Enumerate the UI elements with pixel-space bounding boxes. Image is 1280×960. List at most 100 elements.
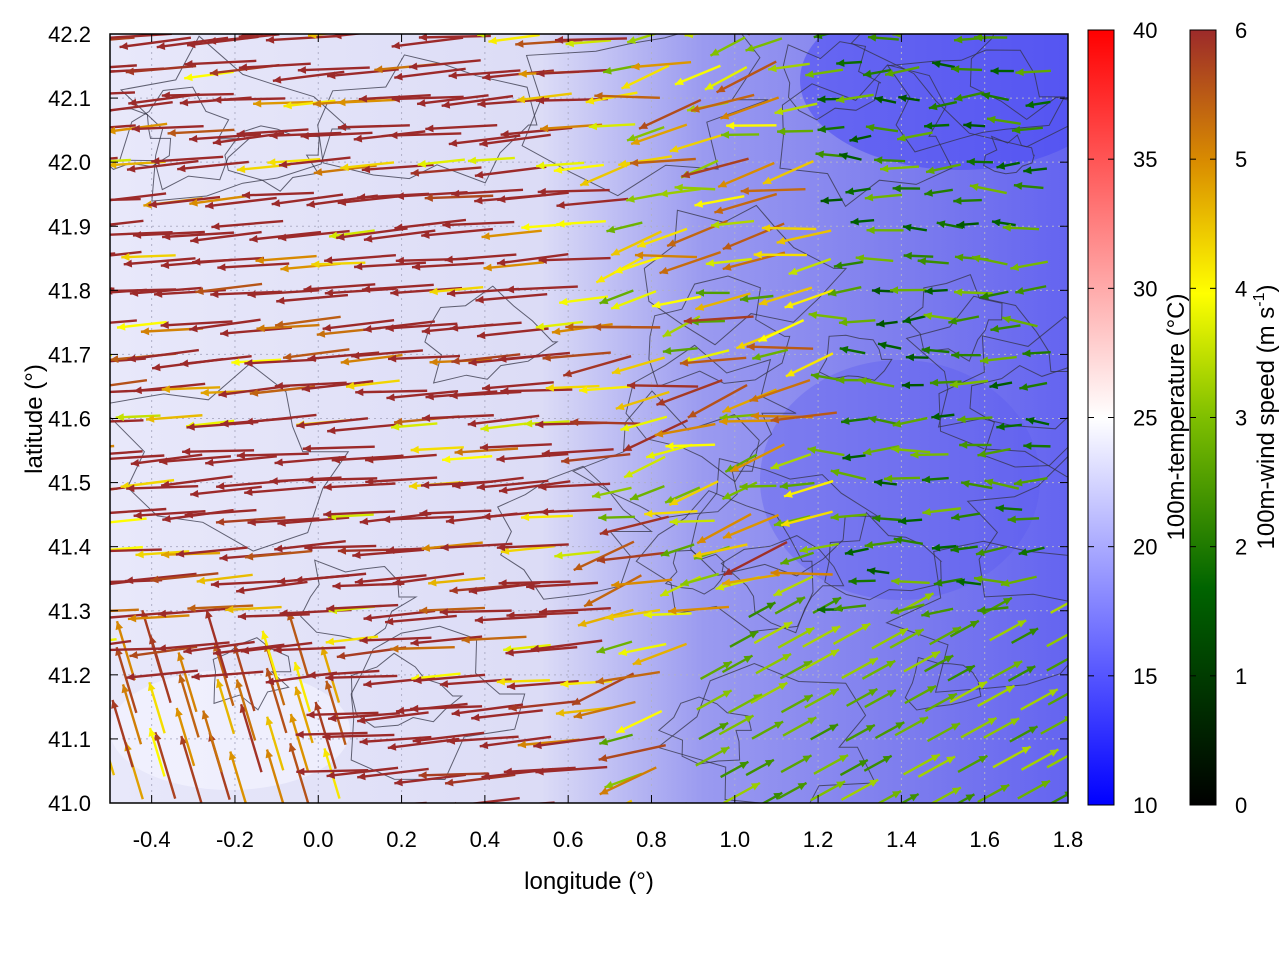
wind-arrow-head: [65, 322, 73, 330]
wind-arrow-shaft: [121, 254, 176, 259]
wind-arrow: [439, 608, 512, 616]
wind-arrow-head: [274, 381, 284, 390]
wind-arrow: [440, 542, 513, 552]
wind-arrow-head: [1079, 592, 1088, 599]
wind-arrow-shaft: [190, 485, 262, 496]
wind-arrow-head: [723, 567, 733, 576]
wind-arrow-head: [482, 73, 491, 81]
wind-arrow-head: [1007, 515, 1016, 524]
wind-arrow-shaft: [305, 477, 378, 482]
wind-arrow-head: [256, 324, 265, 333]
wind-arrow-shaft: [541, 448, 614, 456]
wind-arrow-head: [966, 157, 975, 166]
wind-arrow: [184, 508, 257, 519]
wind-arrow-head: [815, 150, 824, 159]
wind-arrow-head: [893, 536, 903, 545]
wind-arrow-head: [238, 34, 248, 40]
wind-arrow: [669, 517, 715, 526]
wind-arrow-shaft: [148, 195, 221, 207]
wind-arrow-head: [90, 579, 98, 587]
wind-arrow-head: [862, 69, 872, 78]
wind-arrow: [780, 510, 833, 527]
wind-arrow: [777, 127, 813, 136]
wind-arrow: [872, 514, 902, 523]
wind-arrow-head: [357, 193, 366, 202]
wind-arrow: [111, 699, 134, 768]
wind-arrow-head: [190, 236, 199, 244]
wind-arrow-head: [680, 578, 690, 587]
wind-arrow-head: [410, 638, 419, 647]
wind-arrow-head: [363, 680, 372, 688]
wind-arrow: [751, 348, 789, 361]
wind-arrow: [995, 504, 1023, 513]
wind-arrow-head: [127, 354, 137, 363]
wind-arrow-head: [329, 231, 338, 240]
wind-arrow: [748, 601, 777, 619]
wind-arrow-head: [653, 805, 662, 813]
wind-arrow-head: [796, 597, 806, 605]
wind-arrow-head: [43, 254, 51, 262]
wind-arrow: [471, 709, 543, 722]
wind-arrow: [876, 789, 902, 803]
wind-arrow-head: [788, 267, 798, 275]
wind-arrow-head: [336, 232, 345, 241]
wind-arrow: [718, 714, 755, 736]
wind-arrow-head: [417, 99, 426, 107]
wind-arrow-shaft: [444, 253, 517, 262]
wind-arrow: [876, 319, 898, 328]
wind-arrow-head: [777, 127, 786, 136]
wind-arrow-head: [1002, 597, 1012, 606]
wind-arrow-shaft: [533, 735, 605, 748]
wind-arrow-shaft: [273, 646, 346, 652]
wind-arrow-head: [451, 357, 460, 365]
wind-arrow: [389, 131, 462, 140]
wind-arrow-shaft: [665, 443, 716, 448]
wind-arrow: [480, 422, 527, 432]
wind-arrow-head: [183, 646, 192, 655]
wind-arrow: [626, 34, 659, 44]
wind-arrow-head: [467, 419, 477, 428]
wind-arrow: [990, 67, 1014, 75]
wind-arrow-shaft: [740, 188, 806, 193]
wind-arrow: [441, 94, 514, 109]
wind-arrow: [535, 320, 584, 331]
wind-arrow-head: [167, 129, 176, 137]
wind-arrow-shaft: [157, 607, 230, 616]
wind-arrow: [307, 351, 380, 363]
wind-arrow: [363, 320, 436, 333]
wind-arrow-shaft: [110, 319, 137, 324]
wind-arrow: [921, 475, 949, 484]
wind-arrow-shaft: [451, 353, 521, 364]
wind-arrow-shaft: [410, 446, 464, 452]
wind-arrow: [785, 352, 834, 378]
wind-arrow-head: [505, 648, 514, 657]
wind-arrow-shaft: [389, 132, 462, 137]
wind-arrow: [216, 678, 236, 735]
wind-arrow-head: [623, 443, 633, 451]
wind-arrow-head: [503, 767, 513, 776]
wind-arrow: [924, 287, 948, 295]
wind-arrow-head: [152, 363, 161, 372]
wind-arrow-shaft: [110, 378, 148, 387]
wind-arrow-head: [554, 36, 564, 44]
wind-arrow: [1011, 627, 1039, 645]
wind-arrow: [601, 807, 668, 819]
wind-arrow-head: [674, 183, 683, 192]
wind-arrow-shaft: [553, 163, 605, 172]
wind-arrow-shaft: [442, 220, 515, 227]
wind-arrow-shaft: [651, 295, 701, 308]
wind-arrow-shaft: [326, 603, 399, 611]
wind-arrow: [717, 161, 775, 189]
wind-arrow-head: [541, 449, 551, 458]
wind-arrow-head: [805, 627, 815, 636]
wind-arrow: [758, 286, 813, 306]
wind-arrow-head: [722, 661, 732, 670]
wind-arrow-head: [340, 357, 350, 366]
wind-arrow-head: [643, 610, 652, 619]
wind-arrow: [276, 293, 349, 305]
wind-arrow: [508, 700, 579, 712]
wind-arrow-head: [133, 386, 142, 395]
wind-arrow: [306, 710, 379, 719]
wind-arrow-head: [477, 34, 486, 38]
wind-arrow-shaft: [449, 390, 522, 398]
